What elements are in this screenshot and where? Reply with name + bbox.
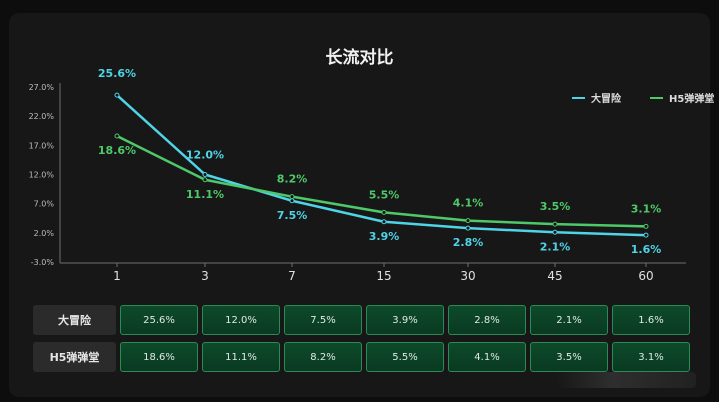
data-label: 3.5%	[540, 200, 571, 213]
data-point	[202, 177, 208, 183]
data-label: 7.5%	[277, 209, 308, 222]
data-point	[465, 225, 471, 231]
row-label: 大冒险	[33, 305, 116, 335]
legend-label-series-1: 大冒险	[591, 94, 621, 105]
table-cell: 7.5%	[284, 305, 362, 335]
data-point	[381, 209, 387, 215]
table-cell: 3.5%	[530, 342, 608, 372]
table-cell: 3.1%	[612, 342, 690, 372]
data-label: 3.1%	[631, 202, 662, 215]
data-point	[289, 194, 295, 200]
legend-item-series-1: 大冒险	[572, 90, 621, 105]
data-point	[552, 229, 558, 235]
table-cell: 2.8%	[448, 305, 526, 335]
table-cell: 1.6%	[612, 305, 690, 335]
x-tick-label: 1	[113, 269, 121, 283]
data-point	[289, 198, 295, 204]
legend-swatch-series-1	[572, 96, 585, 99]
watermark	[556, 372, 696, 388]
x-tick-label: 30	[460, 269, 475, 283]
data-label: 8.2%	[277, 173, 308, 186]
data-point	[465, 218, 471, 224]
data-label: 1.6%	[631, 243, 662, 256]
legend-swatch-series-2	[650, 96, 663, 99]
y-tick-label: 7.0%	[34, 200, 55, 209]
x-tick-label: 60	[638, 269, 653, 283]
data-point	[552, 221, 558, 227]
data-point	[643, 223, 649, 229]
chart-title: 长流对比	[325, 48, 394, 68]
data-point	[643, 232, 649, 238]
table-cell: 5.5%	[366, 342, 444, 372]
table-cell: 11.1%	[202, 342, 280, 372]
x-tick-label: 3	[201, 269, 209, 283]
y-tick-label: 12.0%	[29, 171, 55, 180]
y-tick-label: -3.0%	[31, 258, 55, 267]
data-point	[114, 133, 120, 139]
table-cell: 2.1%	[530, 305, 608, 335]
data-point	[114, 92, 120, 98]
data-label: 18.6%	[98, 144, 136, 157]
x-tick-label: 15	[376, 269, 391, 283]
data-label: 25.6%	[98, 67, 136, 80]
table-cell: 4.1%	[448, 342, 526, 372]
table-cell: 25.6%	[120, 305, 198, 335]
row-label: H5弹弹堂	[33, 342, 116, 372]
data-label: 2.1%	[540, 240, 571, 253]
series-line-1	[116, 94, 647, 237]
y-tick-label: 17.0%	[29, 141, 55, 150]
data-label: 2.8%	[453, 236, 484, 249]
legend-label-series-2: H5弹弹堂	[669, 94, 715, 105]
data-label: 11.1%	[186, 188, 224, 201]
x-tick-label: 7	[288, 269, 296, 283]
data-label: 4.1%	[453, 197, 484, 210]
data-point	[381, 219, 387, 225]
y-tick-label: 27.0%	[29, 83, 55, 92]
table-cell: 8.2%	[284, 342, 362, 372]
table-cell: 18.6%	[120, 342, 198, 372]
x-tick-label: 45	[547, 269, 562, 283]
data-point	[202, 172, 208, 177]
y-tick-label: 2.0%	[34, 229, 55, 238]
table-cell: 3.9%	[366, 305, 444, 335]
data-label: 3.9%	[369, 230, 400, 243]
legend-item-series-2: H5弹弹堂	[650, 90, 714, 105]
data-label: 12.0%	[186, 149, 224, 162]
table-cell: 12.0%	[202, 305, 280, 335]
y-tick-label: 22.0%	[29, 112, 55, 121]
data-label: 5.5%	[369, 188, 400, 201]
